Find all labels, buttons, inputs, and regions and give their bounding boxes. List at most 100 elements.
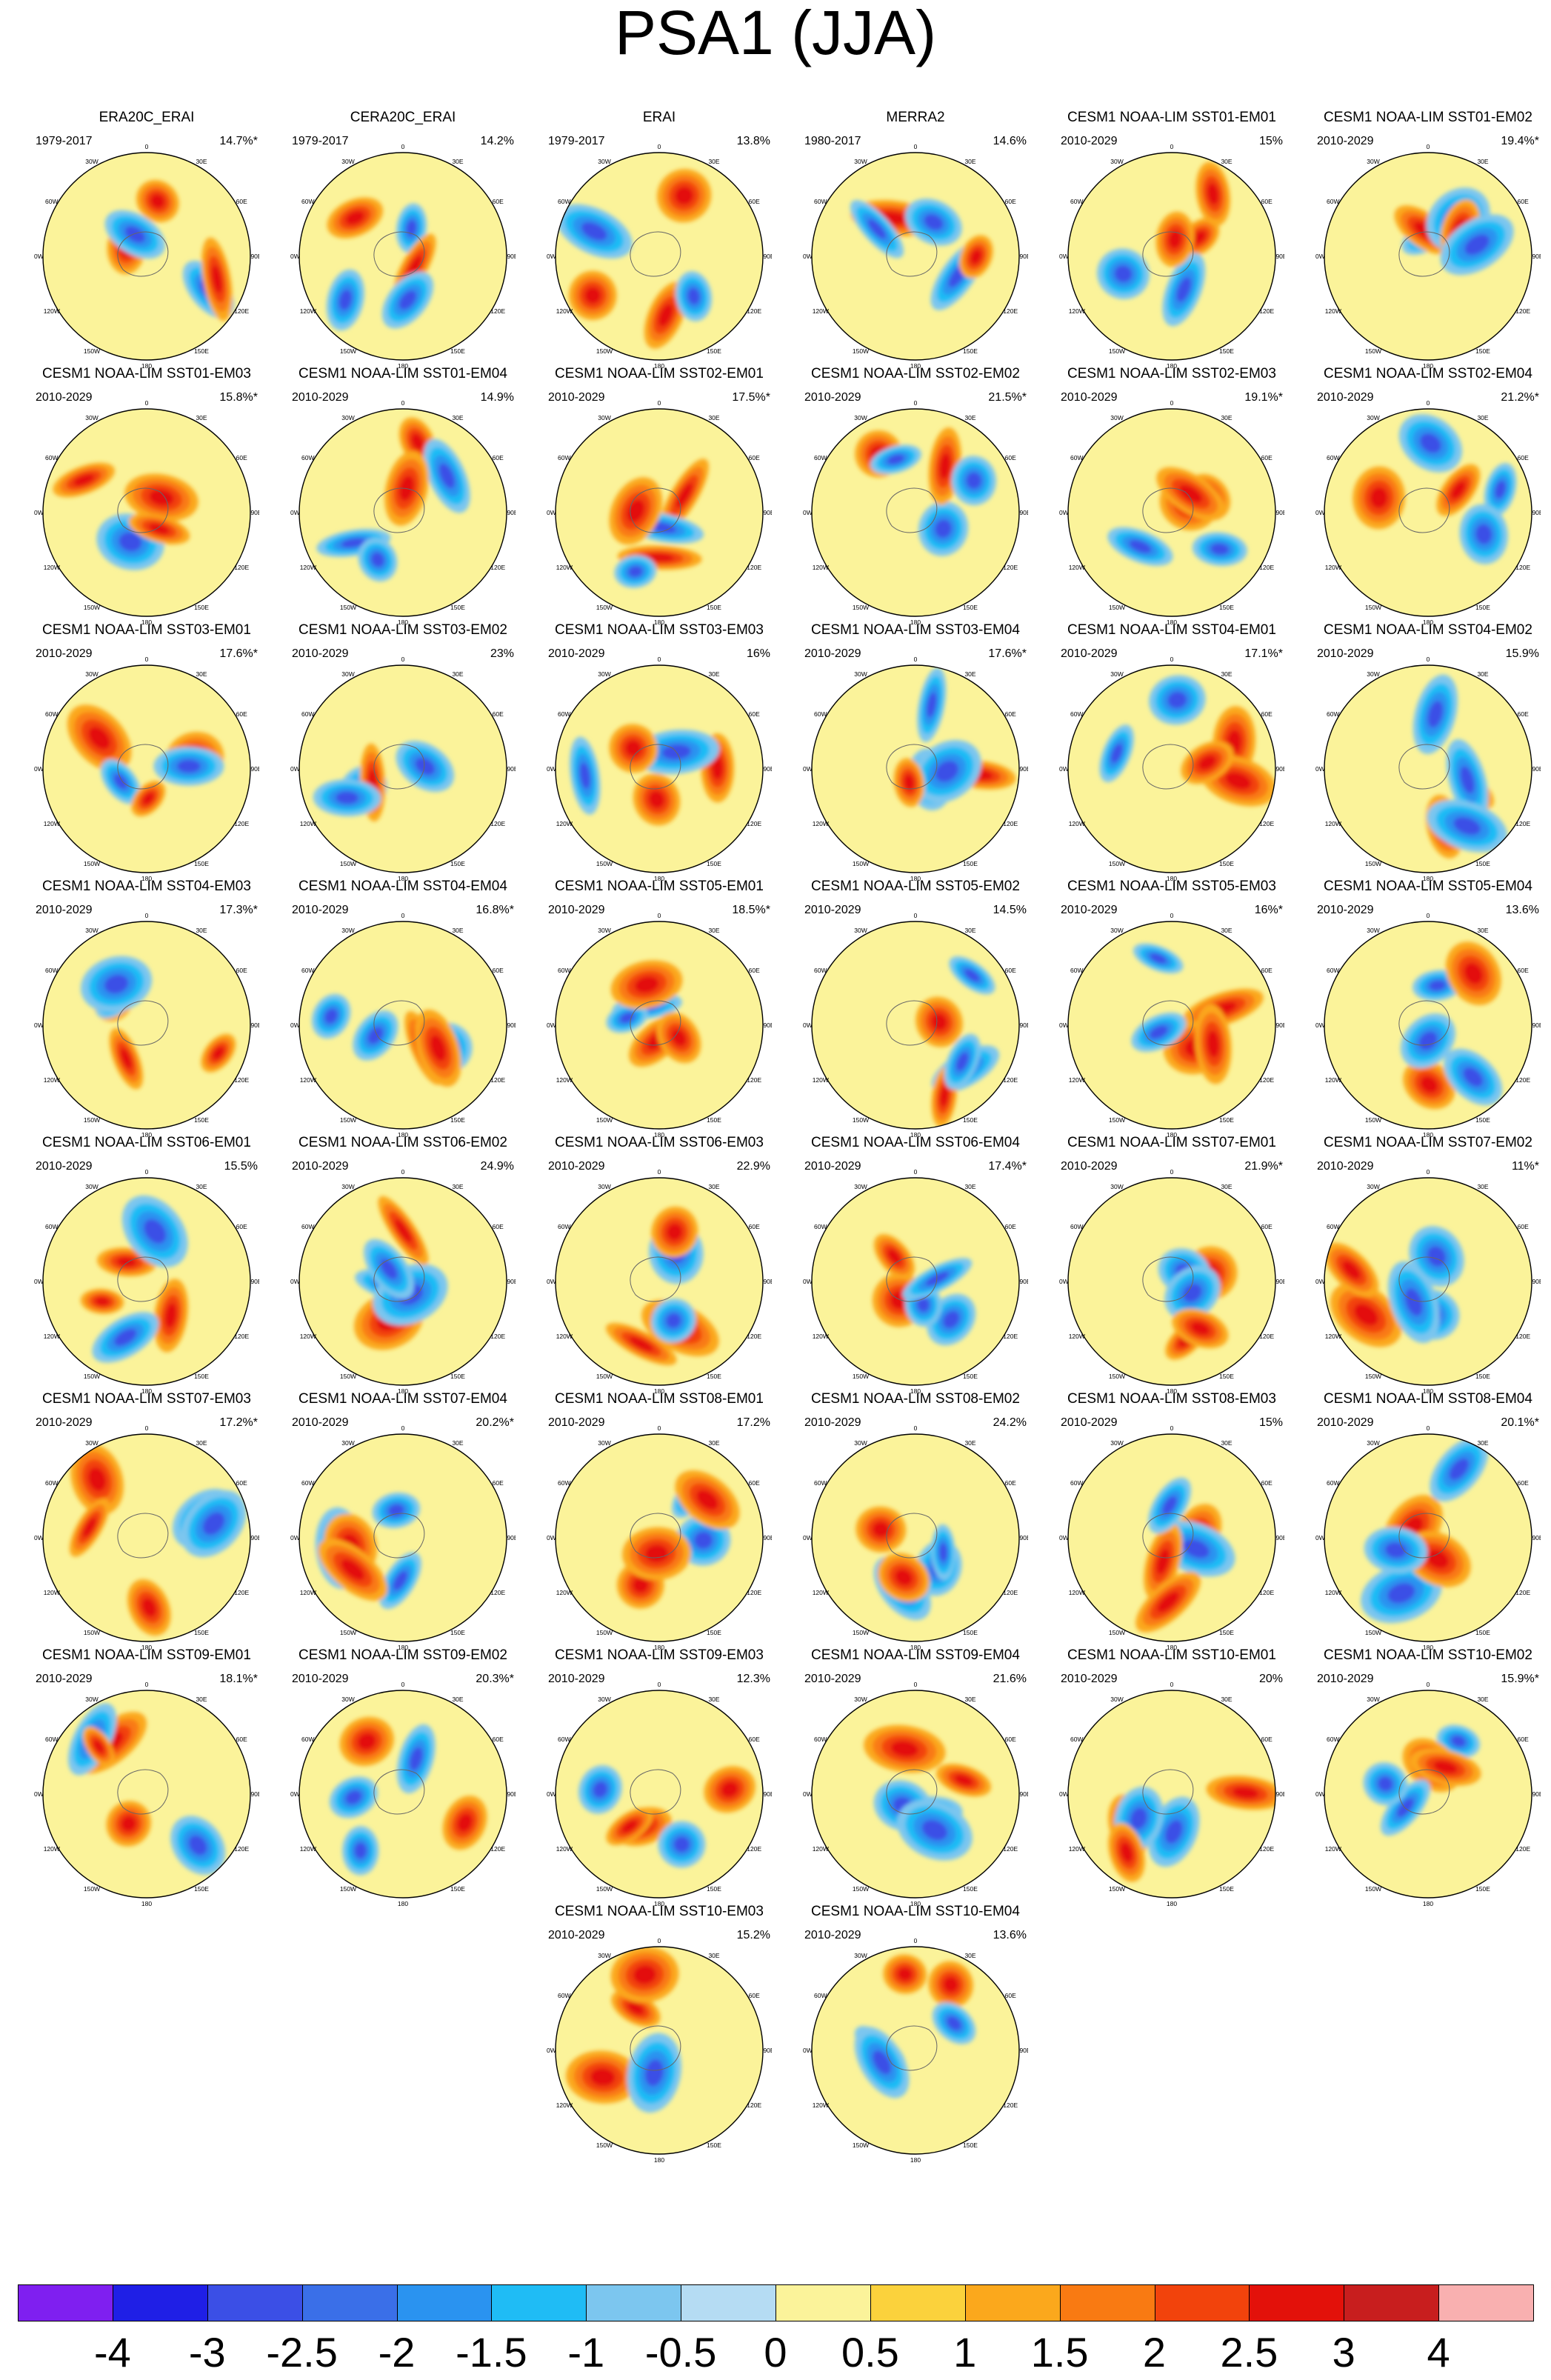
anomaly-contour xyxy=(964,968,980,982)
longitude-label: 150W xyxy=(596,860,613,867)
longitude-label: 120W xyxy=(813,1076,829,1084)
longitude-label: 90W xyxy=(547,2047,556,2054)
longitude-label: 150E xyxy=(450,604,465,611)
map-background xyxy=(812,409,1019,616)
map-panel: CESM1 NOAA-LIM SST04-EM02 2010-2029 15.9% 0… xyxy=(1299,622,1551,883)
longitude-label: 90E xyxy=(763,1278,772,1285)
longitude-label: 30E xyxy=(708,927,719,934)
coastline xyxy=(373,487,425,533)
polar-map: 0 30E 60E 90E 120E 150E 180 150W 120W 90W 60W 30W xyxy=(547,1681,772,1907)
panel-title: CESM1 NOAA-LIM SST09-EM03 xyxy=(555,1647,764,1663)
longitude-label: 150E xyxy=(963,1116,978,1124)
anomaly-contour xyxy=(584,287,601,304)
anomaly-contour xyxy=(406,219,417,237)
map-border xyxy=(555,152,764,361)
longitude-label: 60E xyxy=(1261,198,1273,205)
longitude-label: 90W xyxy=(1315,253,1325,260)
panel-title: CESM1 NOAA-LIM SST03-EM03 xyxy=(555,622,764,638)
map-border xyxy=(1067,152,1276,361)
anomaly-contour xyxy=(676,483,693,508)
longitude-label: 30W xyxy=(598,158,610,165)
panel-period: 2010-2029 xyxy=(292,1416,349,1429)
panel-title: CESM1 NOAA-LIM SST03-EM02 xyxy=(298,622,507,638)
longitude-label: 60E xyxy=(1518,1223,1529,1230)
map-panel: CESM1 NOAA-LIM SST01-EM02 2010-2029 19.4%*… xyxy=(1299,110,1551,370)
anomaly-contour xyxy=(1193,230,1207,244)
colorbar-tick-label: 2 xyxy=(1142,2329,1167,2376)
polar-map: 0 30E 60E 90E 120E 150E 180 150W 120W 90W 60W 30W xyxy=(803,1169,1028,1394)
longitude-label: 120W xyxy=(300,307,316,315)
longitude-label: 30E xyxy=(452,1696,463,1703)
longitude-label: 60W xyxy=(1327,967,1339,974)
panel-period: 2010-2029 xyxy=(1061,1416,1118,1429)
anomaly-contour xyxy=(942,1310,960,1329)
longitude-label: 150W xyxy=(1365,347,1381,355)
longitude-label: 90W xyxy=(803,1021,813,1029)
panel-title: CESM1 NOAA-LIM SST08-EM01 xyxy=(555,1391,764,1407)
anomaly-contour xyxy=(1450,481,1466,499)
longitude-label: 0 xyxy=(1427,1169,1430,1176)
panel-title: CESM1 NOAA-LIM SST07-EM01 xyxy=(1067,1135,1276,1150)
longitude-label: 150E xyxy=(963,1629,978,1636)
colorbar-segment xyxy=(1344,2284,1440,2321)
longitude-label: 30E xyxy=(708,1952,719,1959)
anomaly-contour xyxy=(116,1257,137,1267)
panel-variance-percent: 13.6% xyxy=(1505,904,1539,916)
anomaly-contour xyxy=(1178,484,1203,503)
panel-variance-percent: 12.3% xyxy=(736,1673,770,1685)
longitude-label: 180 xyxy=(910,619,921,625)
panel-title: CESM1 NOAA-LIM SST09-EM04 xyxy=(811,1647,1020,1663)
panel-period: 2010-2029 xyxy=(36,904,93,916)
longitude-label: 150E xyxy=(450,1116,465,1124)
longitude-label: 60W xyxy=(1327,710,1339,718)
anomaly-contour xyxy=(634,976,659,993)
colorbar-tick-label: -2.5 xyxy=(266,2329,338,2376)
anomaly-contour xyxy=(1429,980,1447,991)
longitude-label: 60W xyxy=(1070,198,1083,205)
anomaly-contour xyxy=(925,1271,950,1287)
longitude-label: 0 xyxy=(658,1425,661,1432)
polar-map: 0 30E 60E 90E 120E 150E 180 150W 120W 90W 60W 30W xyxy=(34,656,259,881)
coastline xyxy=(886,1256,938,1302)
anomaly-contour xyxy=(927,692,937,718)
anomaly-contour xyxy=(687,287,700,305)
polar-map: 0 30E 60E 90E 120E 150E 180 150W 120W 90W 60W 30W xyxy=(1315,1681,1541,1907)
coastline xyxy=(117,1256,169,1302)
longitude-label: 30E xyxy=(196,927,207,934)
longitude-label: 30W xyxy=(598,414,610,421)
polar-map: 0 30E 60E 90E 120E 150E 180 150W 120W 90W 60W 30W xyxy=(34,1681,259,1907)
longitude-label: 60E xyxy=(1005,1992,1016,1999)
longitude-label: 90W xyxy=(1315,509,1325,516)
longitude-label: 90W xyxy=(547,1534,556,1541)
polar-map: 0 30E 60E 90E 120E 150E 180 150W 120W 90W 60W 30W xyxy=(803,400,1028,625)
panel-period: 2010-2029 xyxy=(36,1673,93,1685)
coastline xyxy=(630,231,681,277)
longitude-label: 60E xyxy=(1261,967,1273,974)
longitude-label: 60W xyxy=(558,454,570,461)
longitude-label: 0 xyxy=(658,1938,661,1944)
map-border xyxy=(555,1690,764,1899)
longitude-label: 120E xyxy=(1003,564,1018,571)
longitude-label: 0 xyxy=(145,400,149,407)
longitude-label: 120W xyxy=(813,2101,829,2109)
longitude-label: 150W xyxy=(1109,347,1125,355)
longitude-label: 60W xyxy=(814,710,827,718)
map-border xyxy=(1067,921,1276,1130)
panel-title: CESM1 NOAA-LIM SST01-EM01 xyxy=(1067,110,1276,125)
anomaly-contour xyxy=(633,1577,649,1593)
longitude-label: 30E xyxy=(452,158,463,165)
longitude-label: 30W xyxy=(341,1439,354,1447)
polar-map: 0 30E 60E 90E 120E 150E 180 150W 120W 90W 60W 30W xyxy=(803,913,1028,1138)
longitude-label: 0 xyxy=(914,656,918,663)
map-border xyxy=(298,1433,507,1642)
panel-period: 2010-2029 xyxy=(548,391,605,404)
map-panel: CESM1 NOAA-LIM SST06-EM01 2010-2029 15.5% 0… xyxy=(18,1135,276,1396)
map-border xyxy=(1324,152,1532,361)
panel-period: 1979-2017 xyxy=(292,135,349,147)
panel-variance-percent: 14.9% xyxy=(480,391,514,404)
map-border xyxy=(555,408,764,617)
longitude-label: 180 xyxy=(141,619,152,625)
longitude-label: 90W xyxy=(290,765,300,773)
longitude-label: 30E xyxy=(964,1183,975,1190)
coastline xyxy=(1398,1513,1450,1559)
